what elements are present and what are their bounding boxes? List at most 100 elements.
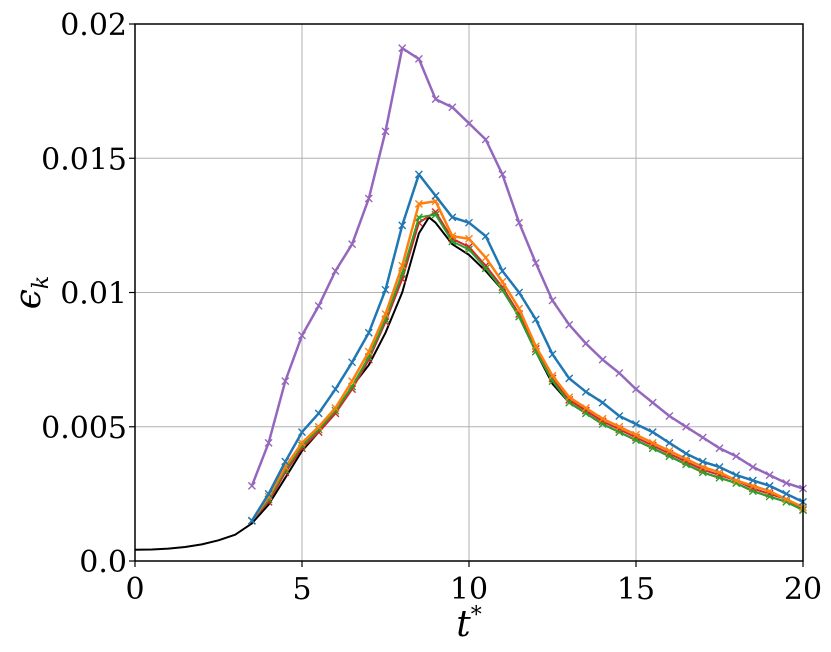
x-tick-label: 15 xyxy=(617,572,655,607)
data-point xyxy=(314,425,323,434)
y-tick-label: 0.02 xyxy=(60,8,127,43)
data-point xyxy=(615,422,624,431)
series-3 xyxy=(247,197,807,525)
data-point xyxy=(565,320,574,329)
data-point xyxy=(448,213,457,222)
data-point xyxy=(782,489,791,498)
data-point xyxy=(515,288,524,297)
x-tick-label: 5 xyxy=(292,572,311,607)
data-point xyxy=(481,261,490,270)
data-point xyxy=(698,433,707,442)
series-line xyxy=(250,173,804,522)
series-line xyxy=(250,199,804,522)
data-point xyxy=(565,374,574,383)
data-point xyxy=(632,420,640,429)
data-point xyxy=(765,481,774,490)
data-point xyxy=(465,119,473,128)
data-point xyxy=(314,422,323,431)
data-point xyxy=(598,414,607,423)
data-point xyxy=(498,170,507,179)
x-tick-label: 10 xyxy=(450,572,488,607)
data-point xyxy=(381,309,390,318)
x-axis: 0 5 10 15 20 xyxy=(125,561,822,607)
data-point xyxy=(364,328,373,337)
data-point xyxy=(665,446,674,455)
data-point xyxy=(414,54,423,63)
data-point xyxy=(481,135,490,144)
data-point xyxy=(632,385,640,394)
series-5 xyxy=(247,44,807,493)
data-point xyxy=(548,350,557,359)
data-point xyxy=(665,412,674,421)
data-point xyxy=(331,385,340,394)
data-point xyxy=(264,438,273,447)
data-point xyxy=(531,342,540,351)
series-line xyxy=(251,213,804,522)
data-point xyxy=(765,471,774,480)
data-point xyxy=(615,412,624,421)
data-point xyxy=(465,234,473,243)
data-point xyxy=(247,481,256,490)
series-1 xyxy=(247,207,807,525)
data-point xyxy=(364,194,373,203)
data-point xyxy=(548,296,557,305)
data-point xyxy=(247,516,256,525)
x-tick-label: 0 xyxy=(125,572,144,607)
grid xyxy=(134,23,804,562)
data-point xyxy=(515,304,524,313)
data-point xyxy=(615,369,624,378)
y-axis-label: ϵk xyxy=(8,276,54,310)
data-point xyxy=(598,398,607,407)
data-point xyxy=(481,232,490,241)
data-point xyxy=(632,430,640,439)
x-tick-label: 20 xyxy=(784,572,822,607)
data-point xyxy=(414,199,423,208)
y-axis-label-base: ϵ xyxy=(8,289,49,309)
data-point xyxy=(348,240,357,249)
data-point xyxy=(682,449,691,458)
data-point xyxy=(298,331,306,340)
y-axis: 0.0 0.005 0.01 0.015 0.02 xyxy=(41,8,135,580)
data-point xyxy=(531,315,540,324)
data-point xyxy=(331,267,340,276)
data-point xyxy=(581,387,590,396)
series-line xyxy=(251,211,804,522)
series-4 xyxy=(247,170,807,525)
data-point xyxy=(314,301,323,310)
data-point xyxy=(465,218,473,227)
data-point xyxy=(715,444,724,453)
data-point xyxy=(698,457,707,466)
x-axis-label: t* xyxy=(456,603,481,645)
y-tick-label: 0.005 xyxy=(41,411,127,446)
data-point xyxy=(732,452,741,461)
data-point xyxy=(548,371,557,380)
data-point xyxy=(581,403,590,412)
data-point xyxy=(565,393,574,402)
data-point xyxy=(481,264,490,273)
data-point xyxy=(398,221,407,230)
data-point xyxy=(648,398,657,407)
data-point xyxy=(264,489,273,498)
x-axis-label-base: t xyxy=(456,604,471,645)
series-2 xyxy=(247,210,807,525)
data-point xyxy=(348,358,357,367)
data-point xyxy=(314,409,323,418)
data-point xyxy=(748,463,757,472)
data-point xyxy=(531,258,540,267)
data-point xyxy=(398,261,407,270)
data-point xyxy=(648,428,657,437)
data-point xyxy=(298,438,306,447)
data-point xyxy=(465,245,473,254)
data-point xyxy=(414,170,423,179)
data-point xyxy=(381,127,390,136)
data-point xyxy=(448,103,457,112)
x-axis-label-superscript: * xyxy=(471,603,482,628)
data-point xyxy=(431,95,440,104)
series-line xyxy=(250,46,804,490)
y-tick-label: 0.01 xyxy=(60,277,127,312)
data-point xyxy=(348,377,357,386)
data-point xyxy=(481,253,490,262)
data-point xyxy=(498,267,507,276)
data-point xyxy=(381,285,390,294)
